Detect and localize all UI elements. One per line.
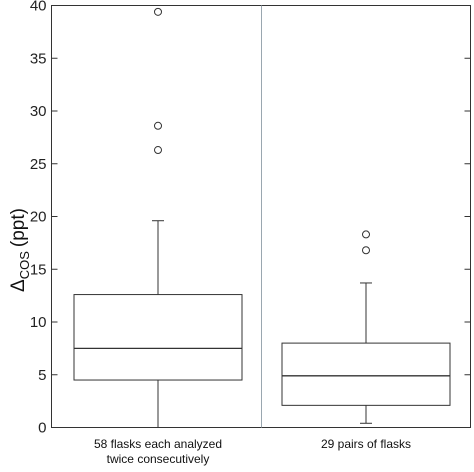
y-tick-label: 20 [30,209,47,226]
outlier-point [154,121,162,130]
y-axis-ticks: 0 5 10 15 20 25 30 35 40 [30,0,471,437]
category-label-2: 29 pairs of flasks [321,437,411,451]
box-group-1 [73,7,243,428]
y-tick-label: 25 [30,156,47,173]
y-tick-label: 10 [30,314,47,331]
y-tick-label: 5 [38,367,46,384]
y-tick-label: 30 [30,103,47,120]
y-tick-label: 40 [30,0,47,15]
y-tick-label: 35 [30,50,47,67]
category-label-line: 29 pairs of flasks [321,437,411,451]
y-tick-label: 0 [38,420,46,437]
iqr-box [281,342,451,406]
outlier-point [362,246,370,255]
y-axis-label-subscript: COS [17,251,32,280]
y-axis-label-symbol: Δ [8,279,29,292]
box-group-2 [281,230,451,424]
iqr-box [73,294,243,381]
category-label-line: 58 flasks each analyzed [94,437,222,451]
category-labels: 58 flasks each analyzed twice consecutive… [94,437,411,466]
outlier-point [154,146,162,155]
y-axis-label: ΔCOS (ppt) [8,208,32,292]
y-axis-label-unit: (ppt) [8,208,29,247]
box-series [73,7,451,428]
y-tick-label: 15 [30,261,47,278]
svg-text:ΔCOS(ppt): ΔCOS (ppt) [8,208,32,292]
outlier-point [154,7,162,16]
category-label-line: twice consecutively [107,452,210,466]
category-label-1: 58 flasks each analyzed twice consecutive… [94,437,222,466]
outlier-point [362,230,370,239]
